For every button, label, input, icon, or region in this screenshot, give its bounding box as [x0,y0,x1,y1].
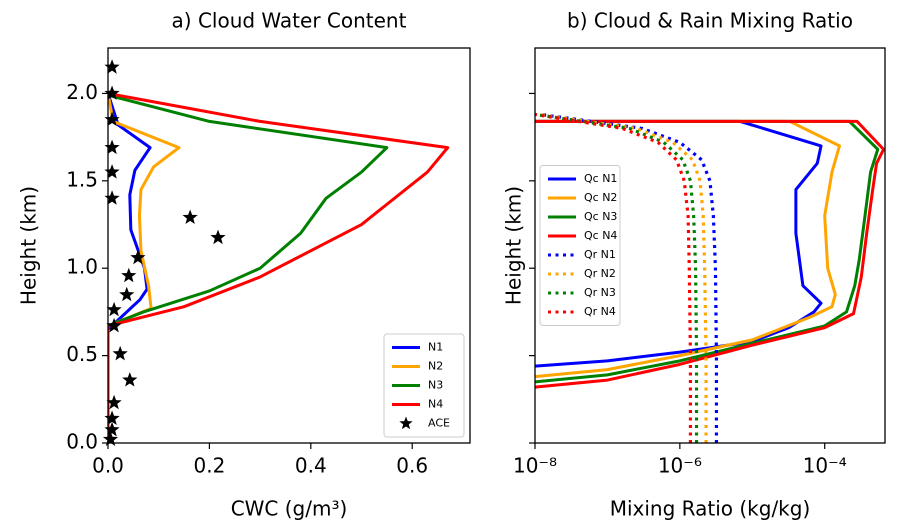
data-point [106,317,122,333]
data-point [119,286,135,302]
data-point [104,85,120,100]
data-point [104,59,120,74]
legend-label: N2 [428,360,443,373]
y-tick-label: 1.5 [66,167,98,191]
legend-label: Qc N2 [584,191,617,204]
legend-label: Qr N3 [584,286,616,299]
data-point [104,139,120,155]
data-point [104,190,120,205]
x-tick-label: 0.6 [396,454,428,478]
legend-label: Qc N4 [584,229,617,242]
data-point [112,345,128,361]
data-point [210,229,226,245]
legend-label: N3 [428,379,443,392]
legend-marker [399,416,413,430]
x-tick-label: 0.4 [295,454,327,478]
x-axis-label: CWC (g/m³) [231,497,348,521]
data-line [535,119,880,384]
chart-title: a) Cloud Water Content [172,9,407,33]
legend-label: N4 [428,398,443,411]
data-point [182,209,198,225]
data-point [106,394,122,410]
data-line [540,112,719,443]
x-axis-label: Mixing Ratio (kg/kg) [610,497,811,521]
legend-label: Qr N1 [584,248,616,261]
legend-label: Qc N1 [584,172,617,185]
data-point [102,431,119,446]
x-tick-label: 10⁻⁴ [803,454,847,478]
data-line [108,92,152,443]
plot-area [535,112,886,443]
plot-area [108,91,450,443]
data-point [122,372,138,387]
data-point [121,267,137,283]
axes-frame [534,47,886,444]
data-line [108,91,450,443]
data-point [104,111,120,127]
axes-frame [107,47,471,444]
y-tick-label: 1.0 [66,255,98,279]
data-point [104,410,120,425]
x-tick-label: 0.0 [92,454,124,478]
data-line [535,119,886,389]
data-line [108,93,389,443]
data-point [106,301,122,317]
x-tick-label: 10⁻⁸ [513,454,557,478]
y-axis-label: Height (km) [17,186,41,305]
data-point [130,249,146,265]
legend-label: Qc N3 [584,210,617,223]
y-tick-label: 0.5 [66,342,98,366]
chart-title: b) Cloud & Rain Mixing Ratio [567,9,853,33]
data-point [104,164,120,179]
legend-label: Qr N2 [584,267,616,280]
legend-box [539,165,621,326]
y-axis-label: Height (km) [502,186,526,305]
legend-box [383,333,465,438]
data-point [104,421,120,437]
legend-label: N1 [428,341,443,354]
y-tick-label: 2.0 [66,80,98,104]
data-line [535,119,841,379]
legend-label: ACE [428,417,450,430]
x-tick-label: 0.2 [193,454,225,478]
x-tick-label: 10⁻⁶ [658,454,702,478]
y-tick-label: 0.0 [66,430,98,454]
legend-label: Qr N4 [584,305,616,318]
